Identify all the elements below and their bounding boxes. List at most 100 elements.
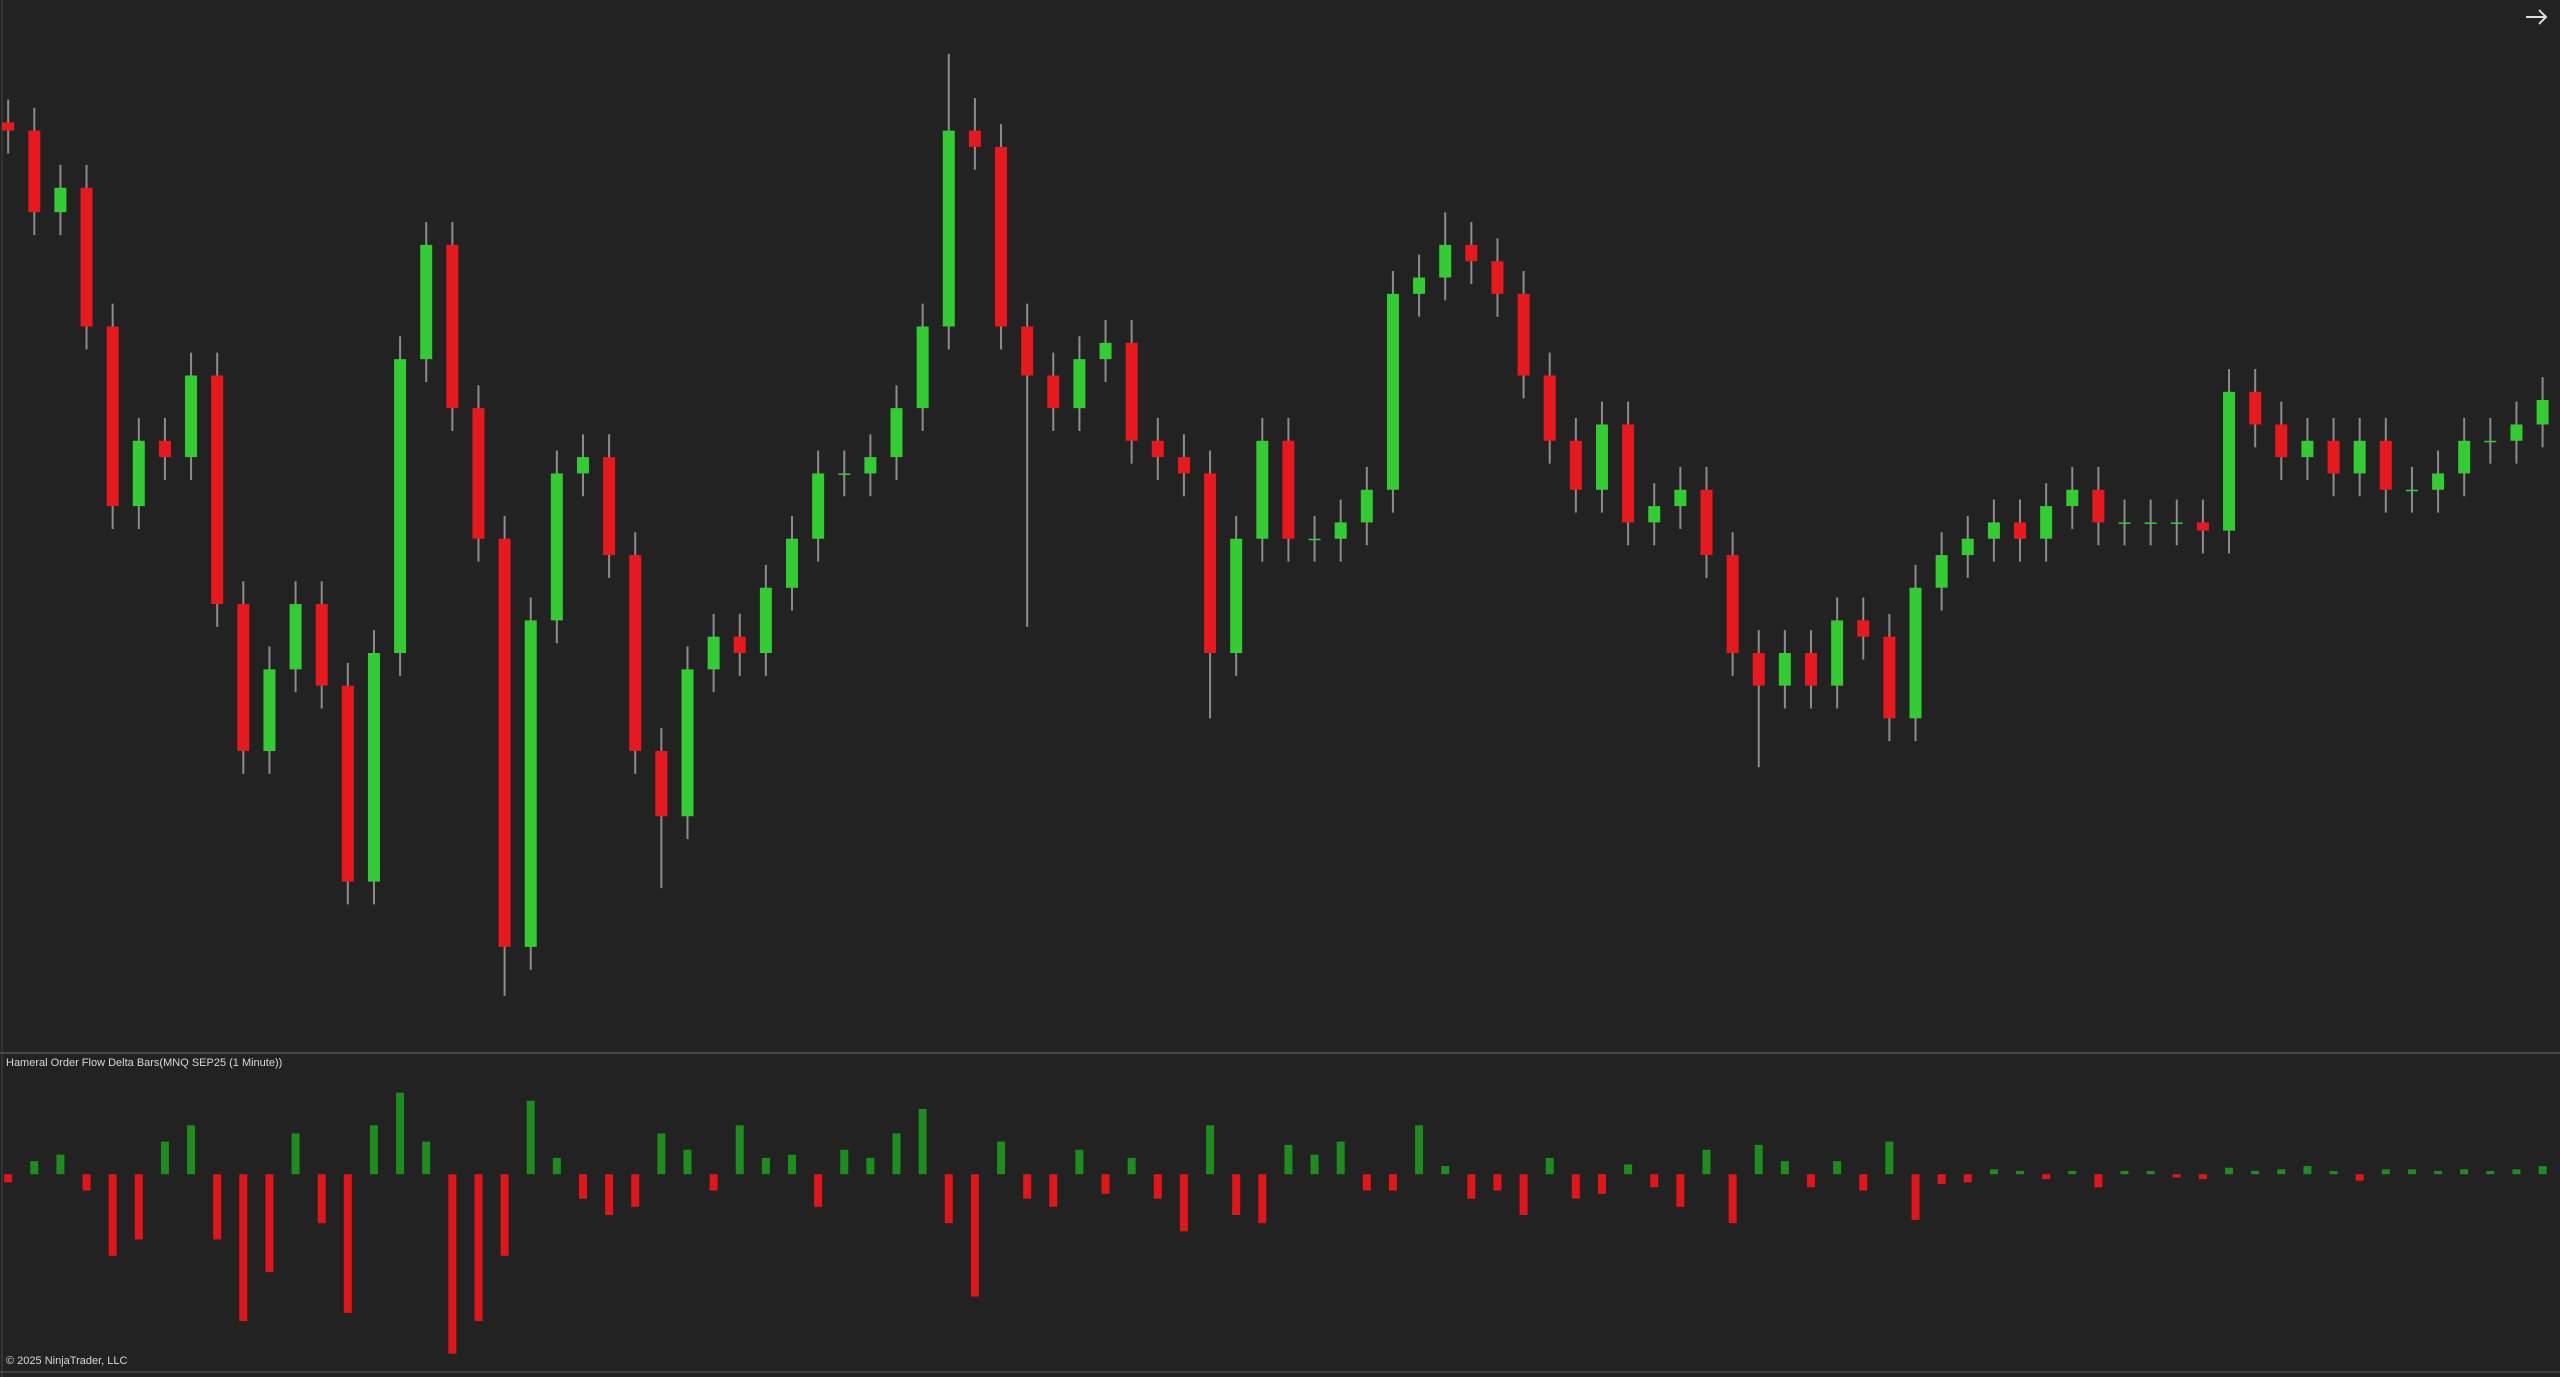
- delta-bar: [1415, 1125, 1424, 1175]
- delta-bar: [2381, 1169, 2390, 1175]
- arrow-head[interactable]: [2538, 9, 2548, 25]
- candle-body: [1177, 457, 1190, 474]
- delta-bar: [1571, 1174, 1580, 1199]
- candle-body: [237, 604, 250, 751]
- candle-body: [1413, 277, 1426, 294]
- candle-body: [1726, 555, 1739, 654]
- candle-body: [1204, 473, 1217, 654]
- delta-bar: [1127, 1157, 1136, 1175]
- candle-body: [2223, 391, 2236, 531]
- delta-bar: [709, 1174, 718, 1191]
- delta-bar: [1179, 1174, 1188, 1232]
- delta-bar: [239, 1174, 248, 1322]
- indicator-title: Hameral Order Flow Delta Bars(MNQ SEP25 …: [6, 1057, 282, 1069]
- delta-bar: [1859, 1174, 1868, 1191]
- candle-body: [1909, 587, 1922, 719]
- delta-bar: [1545, 1157, 1554, 1175]
- candle-body: [2405, 489, 2418, 492]
- delta-bar: [1153, 1174, 1162, 1199]
- delta-bar: [2512, 1169, 2521, 1175]
- candle-body: [2510, 424, 2523, 441]
- delta-bar: [2146, 1170, 2155, 1175]
- delta-bar: [918, 1108, 927, 1175]
- delta-bar: [1885, 1141, 1894, 1175]
- delta-bar: [500, 1174, 509, 1256]
- candle-body: [1465, 244, 1478, 262]
- delta-bar: [683, 1149, 692, 1175]
- delta-bar: [56, 1154, 65, 1175]
- delta-bar: [82, 1174, 91, 1191]
- candle-body: [812, 473, 825, 539]
- delta-bar: [735, 1125, 744, 1175]
- candle-body: [1778, 653, 1791, 686]
- delta-bar: [291, 1133, 300, 1175]
- delta-bar: [2225, 1167, 2234, 1175]
- candle-body: [524, 620, 537, 947]
- candle-body: [2092, 489, 2105, 523]
- candle-body: [629, 555, 642, 751]
- delta-bar: [343, 1174, 352, 1313]
- candle-body: [2536, 399, 2549, 425]
- candle-body: [1857, 620, 1870, 637]
- candle-body: [341, 685, 354, 882]
- collapse-arrow[interactable]: [2526, 9, 2548, 25]
- candle-body: [1334, 522, 1347, 539]
- delta-bar: [1023, 1174, 1032, 1199]
- candle-body: [2484, 440, 2497, 443]
- delta-bar: [761, 1157, 770, 1175]
- candle-body: [211, 375, 224, 605]
- delta-bar: [1206, 1125, 1215, 1175]
- candle-body: [1256, 440, 1269, 539]
- delta-bar: [2042, 1174, 2051, 1180]
- candle-body: [942, 130, 955, 327]
- delta-bar: [160, 1141, 169, 1175]
- delta-bar: [605, 1174, 614, 1215]
- candle-body: [2066, 489, 2079, 507]
- candle-body: [472, 408, 485, 539]
- delta-bar: [1702, 1149, 1711, 1175]
- candle-body: [2379, 440, 2392, 490]
- candle-body: [367, 653, 380, 882]
- candle-body: [2118, 522, 2131, 524]
- delta-bar: [134, 1174, 143, 1240]
- delta-bar: [2068, 1170, 2077, 1175]
- delta-bar: [1336, 1141, 1345, 1175]
- candle-body: [158, 440, 171, 458]
- delta-bar: [1232, 1174, 1241, 1215]
- delta-bar: [2198, 1174, 2207, 1180]
- candle-body: [2327, 440, 2340, 474]
- delta-bar: [1493, 1174, 1502, 1191]
- candle-body: [54, 187, 67, 213]
- candle-body: [864, 457, 877, 474]
- delta-bar: [1676, 1174, 1685, 1207]
- candle-body: [1543, 375, 1556, 441]
- candle-body: [759, 587, 772, 654]
- delta-bar: [30, 1161, 39, 1175]
- candle-body: [1151, 440, 1164, 458]
- candle-body: [1569, 440, 1582, 490]
- delta-bar: [2407, 1169, 2416, 1175]
- delta-bar: [2172, 1174, 2181, 1178]
- delta-bar: [369, 1125, 378, 1175]
- candle-body: [1099, 342, 1112, 360]
- delta-bar: [1597, 1174, 1606, 1194]
- delta-bar: [788, 1154, 797, 1175]
- delta-bar: [1937, 1174, 1946, 1184]
- candle-body: [1360, 489, 1373, 523]
- candle-body: [995, 146, 1008, 327]
- delta-bar: [1441, 1166, 1450, 1175]
- candle-body: [2170, 522, 2183, 524]
- delta-bar: [1754, 1144, 1763, 1175]
- candle-body: [550, 473, 563, 621]
- candle-body: [890, 408, 903, 458]
- delta-bar: [474, 1174, 483, 1322]
- candle-body: [1125, 342, 1138, 441]
- candle-body: [2275, 424, 2288, 458]
- delta-bar: [631, 1174, 640, 1207]
- delta-bar: [2094, 1174, 2103, 1188]
- delta-bar: [1650, 1174, 1659, 1188]
- delta-bar: [1258, 1174, 1267, 1224]
- candle-body: [968, 130, 981, 147]
- delta-bar: [2016, 1170, 2025, 1175]
